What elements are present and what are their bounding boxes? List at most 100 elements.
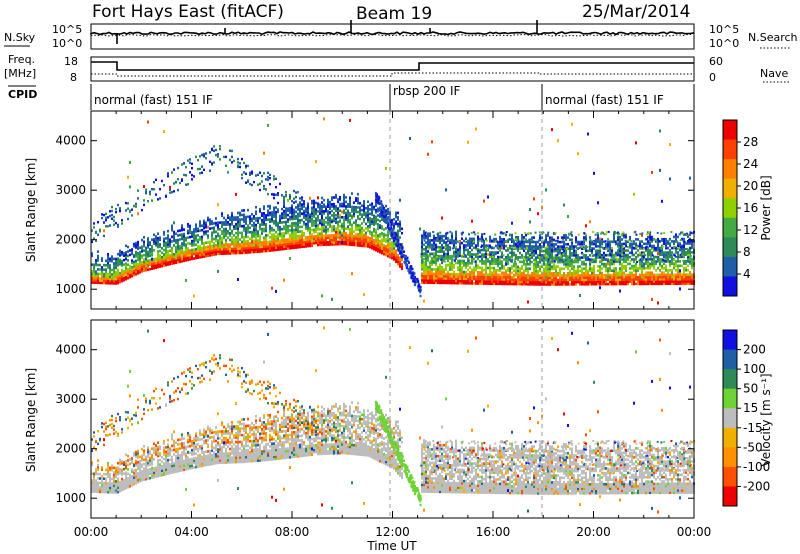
rti-cell [303, 210, 305, 213]
rti-cell [491, 271, 493, 274]
rti-cell [407, 260, 409, 262]
rti-cell [593, 272, 595, 275]
rti-cell [625, 274, 627, 277]
rti-cell [307, 207, 309, 210]
rti-cell [349, 239, 351, 242]
rti-cell [575, 250, 577, 253]
rti-cell [321, 197, 323, 200]
rti-cell [369, 213, 371, 216]
power-data [91, 117, 695, 304]
rti-cell [649, 251, 651, 254]
station-title: Fort Hays East (fitACF) [92, 2, 284, 22]
rti-cell [253, 251, 255, 254]
rti-cell [569, 250, 571, 253]
rti-cell [327, 241, 329, 244]
rti-cell [687, 236, 689, 239]
rti-cell [357, 211, 359, 214]
rti-cell [251, 171, 253, 173]
rti-cell [475, 128, 477, 131]
rti-cell [384, 218, 386, 220]
rti-cell [135, 205, 137, 207]
rti-cell [213, 222, 215, 225]
rti-cell [412, 273, 414, 275]
rti-cell [283, 239, 285, 242]
rti-cell [143, 236, 145, 239]
rti-cell [477, 264, 479, 267]
rti-cell [667, 269, 669, 272]
rti-cell [273, 209, 275, 212]
rti-cell [109, 282, 111, 285]
rti-cell [497, 265, 499, 268]
rti-cell [355, 240, 357, 243]
rti-cell [649, 263, 651, 266]
rti-cell [467, 249, 469, 252]
rti-cell [433, 241, 435, 244]
rti-cell [667, 278, 669, 281]
rti-cell [141, 209, 143, 211]
rti-cell [471, 249, 473, 252]
rti-cell [305, 207, 307, 210]
rti-cell [635, 256, 637, 259]
rti-cell [443, 277, 445, 280]
rti-cell [357, 224, 359, 227]
rti-cell [657, 280, 659, 283]
rti-cell [557, 272, 559, 275]
rti-cell [377, 223, 379, 226]
rti-cell [255, 246, 257, 249]
rti-cell [369, 204, 371, 207]
rti-cell [691, 267, 693, 270]
rti-cell [303, 239, 305, 242]
rti-cell [117, 277, 119, 280]
rti-cell [667, 260, 669, 263]
rti-cell [291, 200, 293, 202]
rti-cell [315, 225, 317, 227]
rti-cell [381, 245, 383, 248]
rti-cell [199, 172, 201, 174]
rti-cell [341, 223, 343, 226]
rti-cell [659, 274, 661, 277]
rti-cell [199, 236, 201, 239]
rti-cell [249, 218, 251, 221]
rti-cell [553, 256, 555, 259]
rti-cell [327, 222, 329, 224]
rti-cell [479, 278, 481, 281]
rti-cell [169, 250, 171, 253]
rti-cell [231, 156, 233, 158]
rti-cell [585, 267, 587, 270]
rti-cell [427, 273, 429, 276]
rti-cell [231, 212, 233, 215]
rti-cell [285, 221, 287, 224]
rti-cell [619, 290, 621, 293]
rti-cell [463, 251, 465, 254]
rti-cell [537, 277, 539, 280]
rti-cell [399, 229, 401, 232]
rti-cell [165, 262, 167, 265]
rti-cell [227, 221, 229, 224]
rti-cell [457, 251, 459, 254]
rti-cell [485, 262, 487, 265]
rti-cell [195, 243, 197, 246]
rti-cell [623, 272, 625, 275]
rti-cell [539, 243, 541, 246]
rti-cell [105, 213, 107, 215]
rti-cell [101, 217, 103, 219]
rti-cell [173, 231, 175, 234]
rti-cell [271, 214, 273, 217]
rti-cell [329, 225, 331, 228]
rti-cell [225, 248, 227, 251]
rti-cell [545, 276, 547, 279]
rti-cell [107, 253, 109, 256]
rti-cell [163, 262, 165, 265]
rti-cell [325, 217, 327, 220]
rti-cell [329, 211, 331, 213]
rti-cell [565, 243, 567, 246]
rti-cell [621, 263, 623, 266]
rti-cell [219, 237, 221, 240]
rti-cell [397, 212, 399, 215]
rti-cell [265, 228, 267, 231]
rti-cell [451, 257, 453, 260]
rti-cell [271, 238, 273, 241]
rti-cell [263, 185, 265, 187]
rti-cell [203, 227, 205, 230]
rti-cell [277, 246, 279, 249]
